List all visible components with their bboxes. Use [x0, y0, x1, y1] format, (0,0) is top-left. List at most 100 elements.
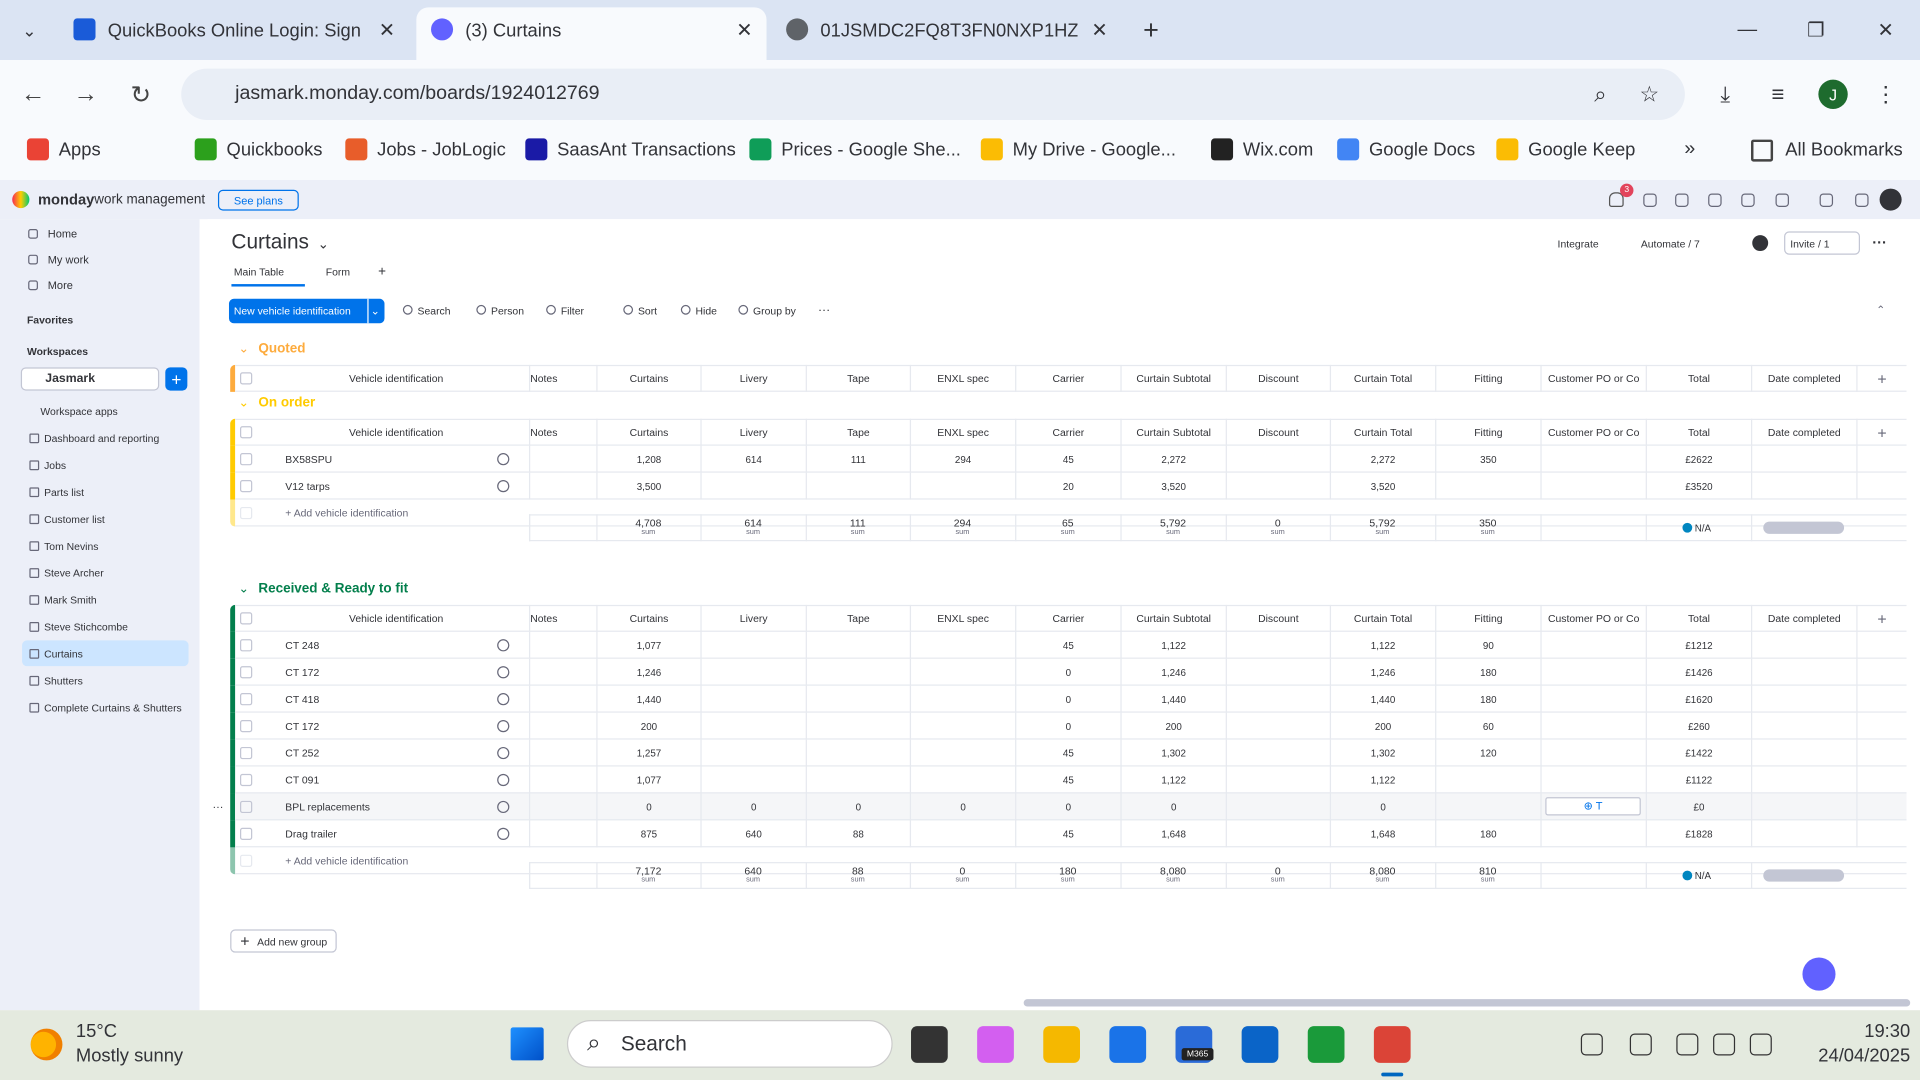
table-cell[interactable]: [909, 820, 1015, 848]
table-cell[interactable]: 1,122: [1120, 631, 1225, 659]
table-cell[interactable]: [1751, 766, 1856, 794]
workspace-item[interactable]: Steve Stichcombe: [44, 620, 128, 634]
column-header[interactable]: Notes: [528, 604, 596, 632]
table-cell[interactable]: [528, 685, 596, 713]
column-header[interactable]: Fitting: [1435, 364, 1540, 392]
po-edit[interactable]: ⊕ T: [1545, 797, 1641, 816]
column-header[interactable]: Customer PO or Co: [1540, 418, 1645, 446]
table-cell[interactable]: 120: [1435, 739, 1540, 767]
table-cell[interactable]: [700, 766, 805, 794]
table-cell[interactable]: [909, 766, 1015, 794]
table-cell[interactable]: 200: [1120, 712, 1225, 740]
column-header[interactable]: ENXL spec: [909, 604, 1015, 632]
workspace-item[interactable]: Steve Archer: [44, 566, 104, 580]
bookmark[interactable]: Wix.com: [1242, 138, 1314, 160]
table-cell[interactable]: 200: [596, 712, 700, 740]
column-header[interactable]: Fitting: [1435, 604, 1540, 632]
view-tab[interactable]: Form: [325, 265, 351, 278]
table-cell[interactable]: 3,500: [596, 472, 700, 500]
table-cell[interactable]: [1225, 631, 1330, 659]
taskbar-app[interactable]: [1043, 1026, 1081, 1063]
table-cell[interactable]: [1751, 445, 1856, 473]
table-cell[interactable]: [700, 712, 805, 740]
reload[interactable]: ↻: [130, 81, 152, 109]
tab-title[interactable]: (3) Curtains: [465, 20, 562, 42]
table-cell[interactable]: 875: [596, 820, 700, 848]
table-cell[interactable]: 90: [1435, 631, 1540, 659]
bookmark[interactable]: Google Docs: [1368, 138, 1476, 160]
workspace-item[interactable]: Parts list: [44, 486, 84, 499]
table-cell[interactable]: [1540, 685, 1645, 713]
table-cell[interactable]: £1212: [1645, 631, 1751, 659]
table-cell[interactable]: [1540, 658, 1645, 686]
table-cell[interactable]: £1122: [1645, 766, 1751, 794]
table-cell[interactable]: [700, 739, 805, 767]
table-cell[interactable]: [1540, 766, 1645, 794]
workspace-item[interactable]: Jobs: [44, 459, 67, 472]
column-header[interactable]: Curtains: [596, 604, 700, 632]
table-cell[interactable]: [1435, 472, 1540, 500]
workspace-item[interactable]: Mark Smith: [44, 593, 97, 607]
table-cell[interactable]: [528, 631, 596, 659]
table-cell[interactable]: 1,246: [1329, 658, 1435, 686]
column-header[interactable]: Discount: [1225, 418, 1330, 446]
column-header[interactable]: Livery: [700, 418, 805, 446]
url[interactable]: jasmark.monday.com/boards/1924012769: [235, 83, 600, 105]
column-header[interactable]: Livery: [700, 364, 805, 392]
table-cell[interactable]: £1426: [1645, 658, 1751, 686]
column-header[interactable]: Notes: [528, 364, 596, 392]
active-tab[interactable]: [416, 7, 767, 61]
bookmark[interactable]: Prices - Google She...: [781, 138, 961, 160]
tab-menu[interactable]: ⌄: [22, 20, 37, 40]
column-header[interactable]: Customer PO or Co: [1540, 364, 1645, 392]
group-caret[interactable]: ⌄: [238, 582, 249, 596]
table-cell[interactable]: £0: [1645, 793, 1751, 821]
tab-title[interactable]: QuickBooks Online Login: Sign: [107, 20, 361, 42]
column-header[interactable]: Date completed: [1751, 604, 1856, 632]
table-cell[interactable]: 180: [1435, 658, 1540, 686]
row-name[interactable]: CT 091: [285, 773, 320, 787]
table-cell[interactable]: [1751, 685, 1856, 713]
table-cell[interactable]: [1225, 712, 1330, 740]
table-cell[interactable]: [1540, 739, 1645, 767]
add-column[interactable]: +: [1856, 604, 1906, 632]
restore[interactable]: ❐: [1807, 20, 1825, 42]
omnibox[interactable]: [181, 68, 1685, 121]
column-header[interactable]: Tape: [805, 418, 910, 446]
bookmark[interactable]: Jobs - JobLogic: [377, 138, 506, 160]
row-name[interactable]: BPL replacements: [285, 800, 370, 814]
group-caret[interactable]: ⌄: [238, 342, 249, 356]
column-header[interactable]: Date completed: [1751, 364, 1856, 392]
toolbar-item[interactable]: Person: [491, 304, 525, 317]
column-header[interactable]: Vehicle identification: [348, 612, 444, 625]
column-header[interactable]: Discount: [1225, 364, 1330, 392]
close-window[interactable]: ✕: [1877, 20, 1894, 42]
add-button[interactable]: +: [165, 367, 188, 391]
table-cell[interactable]: 45: [1015, 766, 1120, 794]
table-cell[interactable]: [1225, 658, 1330, 686]
table-cell[interactable]: [1540, 472, 1645, 500]
table-cell[interactable]: [528, 712, 596, 740]
table-cell[interactable]: [528, 766, 596, 794]
table-cell[interactable]: 60: [1435, 712, 1540, 740]
table-cell[interactable]: [700, 658, 805, 686]
table-cell[interactable]: 1,302: [1329, 739, 1435, 767]
table-cell[interactable]: 640: [700, 820, 805, 848]
table-cell[interactable]: 614: [700, 445, 805, 473]
column-header[interactable]: ENXL spec: [909, 364, 1015, 392]
table-cell[interactable]: 1,257: [596, 739, 700, 767]
table-cell[interactable]: £260: [1645, 712, 1751, 740]
table-cell[interactable]: [805, 631, 910, 659]
media[interactable]: ≡: [1771, 81, 1785, 106]
table-cell[interactable]: [528, 658, 596, 686]
table-cell[interactable]: 1,077: [596, 631, 700, 659]
column-header[interactable]: Livery: [700, 604, 805, 632]
table-cell[interactable]: 88: [805, 820, 910, 848]
table-cell[interactable]: 3,520: [1120, 472, 1225, 500]
table-cell[interactable]: 1,302: [1120, 739, 1225, 767]
column-header[interactable]: Vehicle identification: [348, 426, 444, 439]
table-cell[interactable]: [909, 658, 1015, 686]
workspace-item[interactable]: Dashboard and reporting: [44, 432, 160, 445]
table-cell[interactable]: 0: [596, 793, 700, 821]
table-cell[interactable]: [528, 445, 596, 473]
